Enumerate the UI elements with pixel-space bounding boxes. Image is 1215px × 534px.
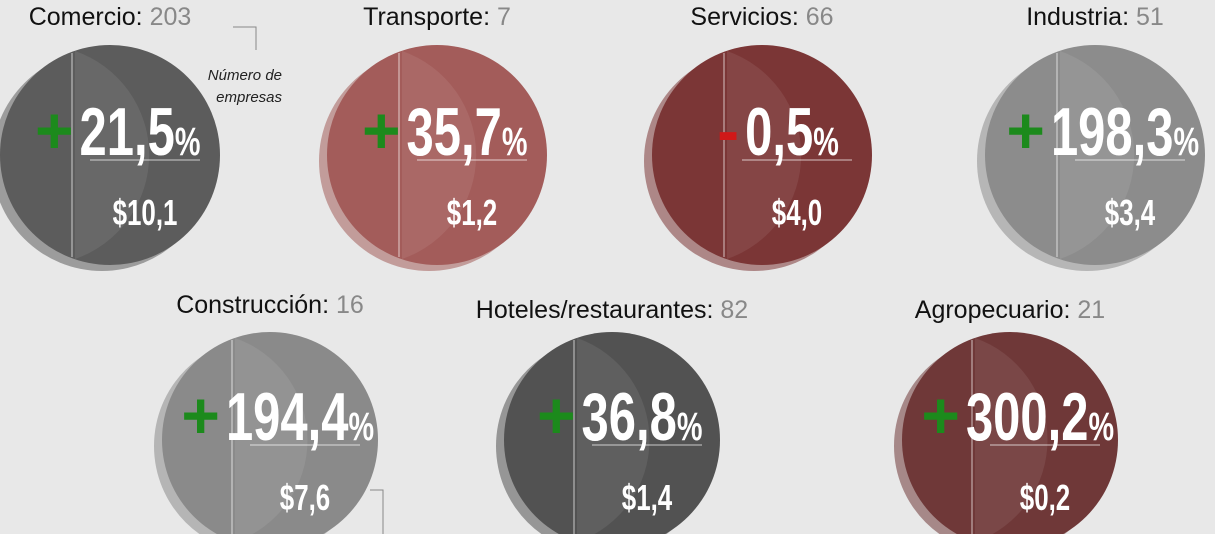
change-value: 300,2%: [966, 378, 1114, 455]
change-value: 198,3%: [1051, 93, 1199, 170]
disc: [162, 332, 378, 534]
amount-value: $0,2: [1020, 478, 1070, 518]
company-count: 203: [150, 3, 192, 31]
annotation: Número de: [208, 67, 282, 84]
change: 0,5%: [745, 93, 839, 170]
percent-sign: %: [175, 119, 201, 164]
sector-card: Transporte: 735,7%+$1,2: [319, 3, 547, 271]
percent-sign: %: [348, 404, 374, 449]
amount-value: $3,4: [1105, 193, 1156, 233]
change-sign: -: [717, 93, 739, 167]
change-sign: +: [921, 378, 960, 452]
change-value: 194,4%: [226, 378, 374, 455]
company-count: 51: [1136, 3, 1164, 31]
disc-half: [975, 338, 1048, 534]
percent-sign: %: [677, 404, 703, 449]
amount-value: $4,0: [772, 193, 822, 233]
change: 300,2%: [966, 378, 1114, 455]
amount-value: $1,4: [622, 478, 673, 518]
sector-name: Industria:: [1026, 3, 1129, 31]
disc: [504, 332, 720, 534]
sector-card: Servicios: 660,5%-$4,0: [644, 3, 872, 271]
change: 36,8%: [582, 378, 703, 455]
amount: $10,1: [113, 193, 178, 233]
sector-name: Transporte:: [363, 3, 490, 31]
change-number: 198,3: [1051, 93, 1173, 170]
sector-title: Industria: 51: [1026, 3, 1164, 31]
percent-sign: %: [1173, 119, 1199, 164]
change-sign: +: [35, 93, 74, 167]
sector-title: Servicios: 66: [690, 3, 833, 31]
amount: $7,6: [280, 478, 330, 518]
sector-name: Construcción:: [176, 291, 329, 319]
change-sign: +: [362, 93, 401, 167]
change-number: 21,5: [80, 93, 175, 170]
disc-half: [402, 51, 477, 259]
company-count: 82: [720, 296, 748, 324]
amount-value: $10,1: [113, 193, 178, 233]
company-count: 21: [1077, 296, 1105, 324]
disc: [327, 45, 547, 265]
percent-sign: %: [502, 119, 528, 164]
change-number: 35,7: [407, 93, 502, 170]
sector-title: Hoteles/restaurantes: 82: [476, 296, 748, 324]
change-number: 0,5: [745, 93, 813, 170]
disc: [902, 332, 1118, 534]
sector-name: Agropecuario:: [915, 296, 1071, 324]
annotation-bracket: [233, 26, 257, 50]
change-value: 35,7%: [407, 93, 528, 170]
disc-half: [75, 51, 150, 259]
change: 198,3%: [1051, 93, 1199, 170]
disc-half: [577, 338, 650, 534]
change-number: 300,2: [966, 378, 1088, 455]
disc: [0, 45, 220, 265]
sector-title: Agropecuario: 21: [915, 296, 1105, 324]
disc-half: [1060, 51, 1135, 259]
disc: [652, 45, 872, 265]
company-count: 7: [497, 3, 511, 31]
sector-title: Construcción: 16: [176, 291, 364, 319]
change-sign: +: [1006, 93, 1045, 167]
amount: $1,4: [622, 478, 673, 518]
company-count: 66: [806, 3, 834, 31]
annotation: empresas: [216, 89, 282, 106]
percent-sign: %: [1088, 404, 1114, 449]
change-number: 194,4: [226, 378, 349, 455]
change: 194,4%: [226, 378, 374, 455]
amount-value: $7,6: [280, 478, 330, 518]
sector-title: Comercio: 203: [29, 3, 192, 31]
company-count: 16: [336, 291, 364, 319]
annotation-bracket: [370, 489, 384, 534]
sector-name: Servicios:: [690, 3, 798, 31]
sector-name: Comercio:: [29, 3, 143, 31]
change-number: 36,8: [582, 378, 677, 455]
amount: $1,2: [447, 193, 497, 233]
sector-title: Transporte: 7: [363, 3, 511, 31]
change-value: 21,5%: [80, 93, 201, 170]
change: 35,7%: [407, 93, 528, 170]
amount: $4,0: [772, 193, 822, 233]
disc-half: [727, 51, 802, 259]
amount: $3,4: [1105, 193, 1156, 233]
change-sign: +: [181, 378, 220, 452]
change-value: 36,8%: [582, 378, 703, 455]
change-value: 0,5%: [745, 93, 839, 170]
amount: $0,2: [1020, 478, 1070, 518]
change-sign: +: [537, 378, 576, 452]
sector-name: Hoteles/restaurantes:: [476, 296, 714, 324]
percent-sign: %: [813, 119, 839, 164]
disc-half: [235, 338, 308, 534]
amount-value: $1,2: [447, 193, 497, 233]
change: 21,5%: [80, 93, 201, 170]
disc: [985, 45, 1205, 265]
